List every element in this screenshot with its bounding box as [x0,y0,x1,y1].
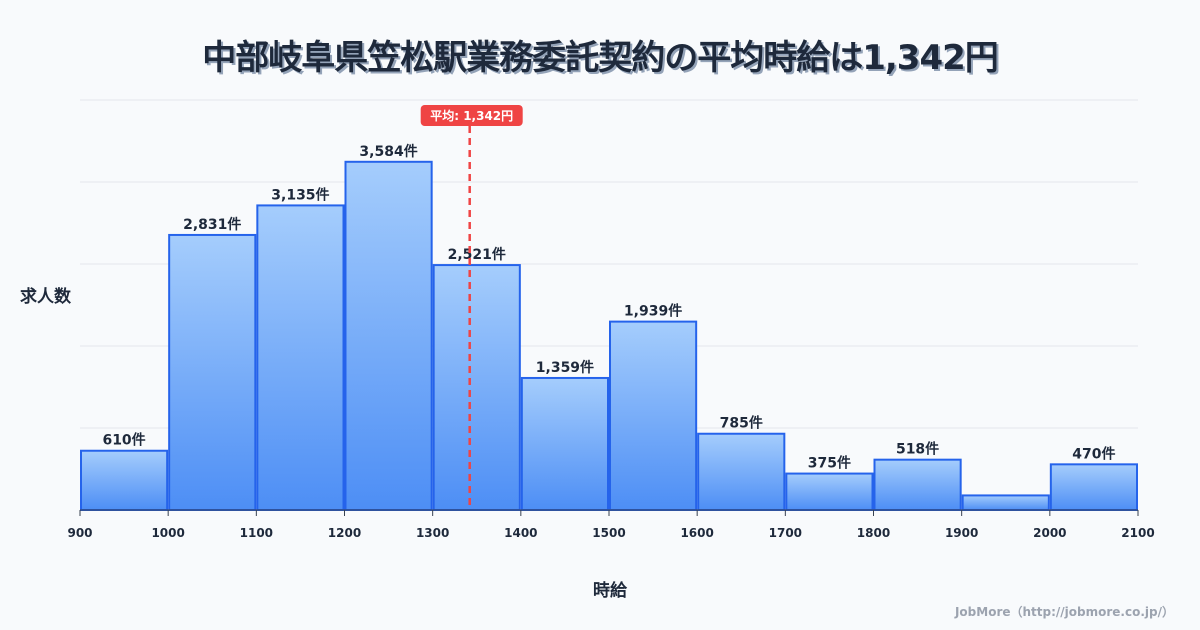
histogram-bar [80,449,169,511]
x-tick-label: 1800 [857,526,890,540]
x-tick-label: 2100 [1121,526,1154,540]
x-tick-label: 1500 [592,526,625,540]
histogram-bar [1049,463,1139,511]
x-tick-label: 1600 [680,526,713,540]
histogram-bar [344,160,433,511]
histogram-bar [609,320,698,511]
histogram-bar [168,233,257,512]
bar-value-label: 2,521件 [448,246,506,263]
bar-value-label: 470件 [1072,445,1115,462]
bar-value-label: 2,831件 [183,216,241,233]
bar-value-label: 3,584件 [359,143,417,160]
x-tick-label: 1100 [240,526,273,540]
x-tick-label: 1400 [504,526,537,540]
bar-value-label: 1,939件 [624,303,682,320]
histogram-bar [520,376,609,511]
bar-value-label: 518件 [896,441,939,458]
mean-badge [420,105,523,126]
bar-value-label: 3,135件 [271,186,329,203]
histogram-bar [697,432,786,512]
histogram-bar [961,494,1050,512]
histogram-bar [432,264,521,511]
x-tick-label: 1700 [769,526,802,540]
x-tick-label: 1900 [945,526,978,540]
histogram-bar [256,204,345,511]
x-tick-label: 2000 [1033,526,1066,540]
x-axis-label: 時給 [593,581,627,601]
bar-value-label: 1,359件 [536,359,594,376]
x-tick-label: 1200 [328,526,361,540]
chart-title: 中部岐阜県笠松駅業務委託契約の平均時給は1,342円 [202,38,999,78]
bar-value-label: 610件 [102,432,145,449]
x-tick-label: 900 [67,526,92,540]
credit-link[interactable]: JobMore（http://jobmore.co.jp/） [954,605,1174,619]
bar-value-label: 375件 [808,455,851,472]
mean-label: 平均: 1,342円 [430,108,513,123]
histogram-bar [785,472,874,511]
x-tick-label: 1300 [416,526,449,540]
x-tick-label: 1000 [151,526,184,540]
bar-value-label: 785件 [720,415,763,432]
y-axis-label: 求人数 [20,287,71,307]
histogram-bar [873,458,962,511]
